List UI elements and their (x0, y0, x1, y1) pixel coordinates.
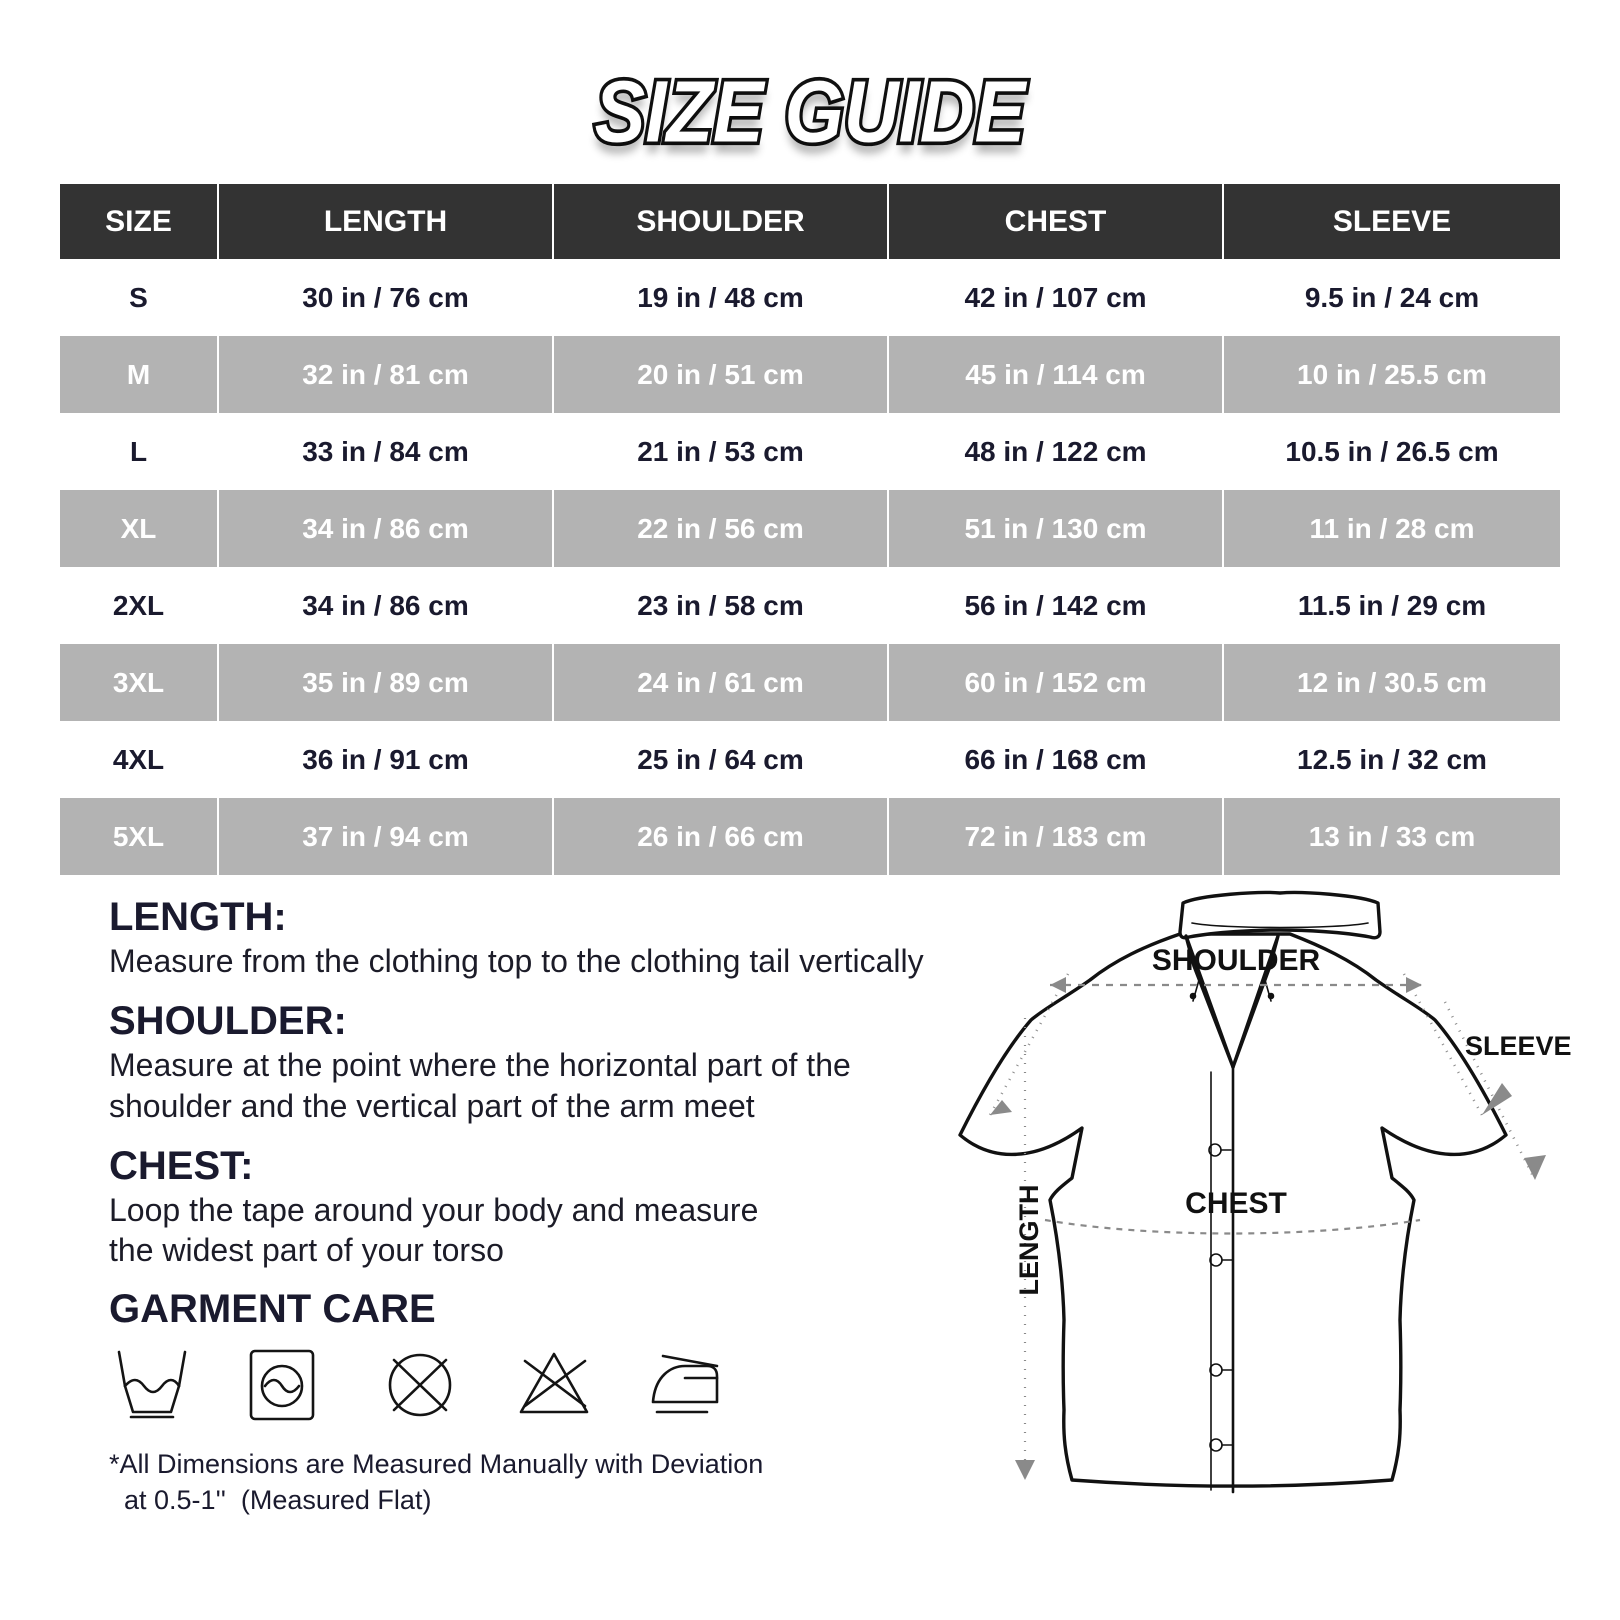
svg-text:CHEST: CHEST (1185, 1187, 1287, 1220)
svg-text:SLEEVE: SLEEVE (1465, 1031, 1572, 1061)
svg-text:LENGTH: LENGTH (1014, 1185, 1044, 1296)
svg-text:SHOULDER: SHOULDER (1152, 944, 1321, 977)
